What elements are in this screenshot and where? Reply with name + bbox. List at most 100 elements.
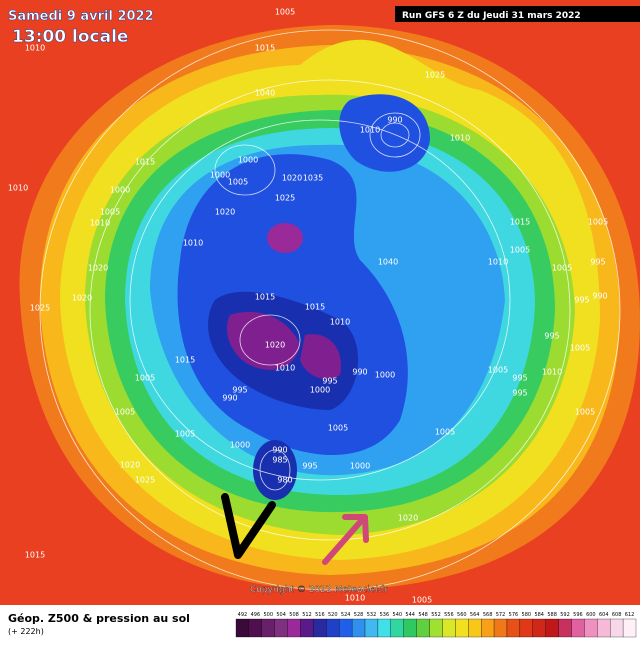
isobar-label: 1025 [30,304,50,313]
isobar-label: 995 [232,386,247,395]
colorbar-swatch [403,618,417,638]
colorbar-swatch [339,618,353,638]
colorbar-swatch [481,618,495,638]
isobar-label: 1015 [135,158,155,167]
colorbar-swatch [545,618,559,638]
isobar-label: 1010 [360,126,380,135]
isobar-label: 990 [222,394,237,403]
colorbar-swatch [300,618,314,638]
isobar-label: 1010 [90,219,110,228]
isobar-label: 1000 [210,171,230,180]
colorbar-swatch [558,618,572,638]
isobar-label: 1010 [488,258,508,267]
date: Samedi 9 avril 2022 [8,9,154,24]
isobar-label: 1010 [8,184,28,193]
isobar-label: 990 [272,446,287,455]
colorbar-tick-label: 592 [560,612,570,618]
colorbar-swatch [274,618,288,638]
colorbar-swatch [364,618,379,638]
isobar-label: 1010 [183,239,203,248]
isobar-label: 1015 [305,303,325,312]
colorbar-swatch [506,618,521,638]
isobar-label: 1000 [310,386,330,395]
colorbar-tick-label: 580 [522,612,532,618]
isobar-label: 1010 [25,44,45,53]
isobar-label: 1020 [265,341,285,350]
colorbar-swatch [468,618,482,638]
colorbar-tick-label: 596 [573,612,583,618]
isobar-label: 985 [272,456,287,465]
isobar-label: 1000 [110,186,130,195]
isobar-label: 995 [590,258,605,267]
colorbar-tick-label: 600 [586,612,596,618]
isobar-label: 1015 [510,218,530,227]
colorbar-tick-label: 608 [612,612,622,618]
isobar-label: 1015 [25,551,45,560]
isobar-label: 1020 [282,174,302,183]
isobar-label: 1005 [135,374,155,383]
colorbar-tick-label: 604 [599,612,609,618]
isobar-label: 1005 [575,408,595,417]
colorbar-swatch [597,618,611,638]
footer-lead: (+ 222h) [8,627,44,636]
colorbar-swatch [455,618,469,638]
colorbar-swatch [429,618,443,638]
isobar-label: 1025 [425,71,445,80]
copyright: Copyright © 2022 Meteociel.fr [250,585,388,595]
isobar-label: 995 [512,374,527,383]
isobar-label: 1005 [275,8,295,17]
run-info: Run GFS 6 Z du Jeudi 31 mars 2022 [402,11,581,21]
colorbar-tick-label: 556 [444,612,454,618]
colorbar-tick-label: 528 [354,612,364,618]
isobar-label: 1000 [230,441,250,450]
isobar-label: 1010 [275,364,295,373]
colorbar-tick-label: 540 [393,612,403,618]
isobar-label: 980 [277,476,292,485]
colorbar-swatch [248,618,262,638]
annotation-check [221,493,276,559]
colorbar-tick-label: 568 [483,612,493,618]
isobar-label: 1005 [588,218,608,227]
isobar-label: 1010 [345,594,365,603]
isobar-label: 1035 [303,174,323,183]
colorbar-swatch [351,618,366,638]
footer-title: Géop. Z500 & pression au sol [8,612,190,625]
zone-purple-3 [267,223,303,253]
colorbar-tick-label: 548 [418,612,428,618]
isobar-label: 1020 [120,461,140,470]
isobar-label: 1005 [100,208,120,217]
colorbar-tick-label: 544 [405,612,415,618]
colorbar-swatch [622,618,637,638]
colorbar-tick-label: 512 [302,612,312,618]
isobar-label: 1015 [255,293,275,302]
colorbar-swatch [313,618,327,638]
isobar-label: 1025 [275,194,295,203]
isobar-label: 1010 [450,134,470,143]
isobar-label: 1040 [378,258,398,267]
colorbar-swatch [416,618,430,638]
isobar-label: 1005 [435,428,455,437]
isobar-label: 1005 [510,246,530,255]
colorbar-swatch [261,618,275,638]
isobar-label: 1040 [255,89,275,98]
isobar-label: 995 [302,462,317,471]
colorbar-tick-label: 504 [276,612,286,618]
colorbar-tick-label: 520 [328,612,338,618]
isobar-label: 1005 [175,430,195,439]
isobar-label: 1020 [215,208,235,217]
colorbar-tick-label: 560 [457,612,467,618]
colorbar-swatch [610,618,624,638]
isobar-label: 1000 [238,156,258,165]
colorbar-tick-label: 552 [431,612,441,618]
isobar-label: 1000 [375,371,395,380]
colorbar-tick-label: 584 [534,612,544,618]
run-banner [395,6,640,22]
colorbar-tick-label: 516 [315,612,325,618]
colorbar-tick-label: 536 [380,612,390,618]
colorbar-swatch [390,618,404,638]
isobar-label: 1025 [135,476,155,485]
colorbar-tick-label: 492 [238,612,248,618]
isobar-label: 1010 [330,318,350,327]
